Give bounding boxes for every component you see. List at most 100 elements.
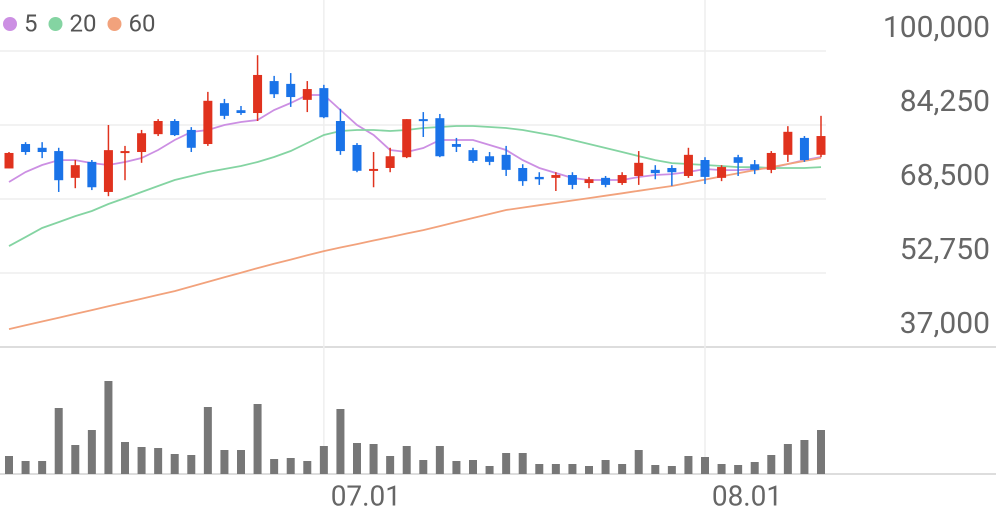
candle-body [418, 119, 428, 122]
candle-body [269, 81, 279, 95]
legend-label: 20 [70, 9, 97, 37]
volume-bar [452, 461, 461, 474]
candle-body [534, 176, 544, 180]
candle-body [717, 167, 727, 178]
volume-bar [535, 464, 544, 474]
volume-bar [203, 407, 212, 474]
candle-body [369, 168, 379, 171]
candle-body [766, 152, 776, 170]
volume-bar [435, 446, 444, 474]
volume-bar [154, 448, 163, 474]
y-tick-label: 37,000 [900, 306, 990, 341]
volume-bar [187, 455, 196, 474]
volume-bar [701, 457, 709, 474]
candle-body [799, 137, 809, 161]
candle-body [21, 144, 31, 153]
candle-body [733, 157, 743, 163]
candle-body [219, 103, 229, 116]
candle-body [120, 151, 130, 154]
candle-body [286, 83, 296, 98]
volume-bar [87, 430, 96, 474]
x-tick-label: 07.01 [331, 479, 401, 512]
candle-body [567, 175, 577, 185]
candle-body [468, 150, 478, 161]
volume-bar [551, 464, 560, 474]
volume-bar [585, 466, 593, 474]
volume-bar [319, 446, 328, 474]
candle-body [634, 162, 644, 176]
volume-bar [121, 442, 129, 474]
candle-body [253, 74, 263, 114]
volume-bar [502, 453, 511, 474]
candle-body [87, 161, 97, 188]
candle-body [402, 119, 412, 158]
volume-bar [402, 446, 411, 474]
volume-bar [286, 458, 295, 474]
volume-bar [353, 443, 361, 474]
volume-bar [817, 430, 825, 474]
candle-body [203, 100, 213, 145]
volume-bar [386, 456, 395, 474]
volume-bar [38, 461, 47, 474]
y-tick-label: 52,750 [900, 232, 990, 267]
volume-bar [21, 461, 30, 474]
volume-bar [137, 447, 146, 474]
volume-bar [336, 409, 345, 474]
candle-body [335, 121, 345, 152]
candle-body [137, 133, 147, 153]
volume-bar [800, 440, 809, 474]
candle-body [352, 144, 362, 171]
candle-body [37, 147, 47, 153]
volume-bar [485, 466, 494, 474]
y-tick-label: 68,500 [900, 158, 990, 193]
moving-average-line [8, 157, 822, 330]
candle-body [601, 177, 611, 185]
volume-bar [750, 462, 759, 474]
moving-average-line [8, 94, 822, 183]
candle-body [783, 131, 793, 155]
candle-body [667, 167, 677, 173]
candle-body [385, 156, 395, 168]
y-tick-label: 100,000 [883, 10, 990, 45]
y-tick-label: 84,250 [900, 84, 990, 119]
candle-body [435, 118, 445, 157]
candle-body [683, 154, 693, 176]
candle-body [551, 175, 561, 178]
volume-bar [568, 464, 577, 474]
candle-body [236, 110, 246, 114]
candle-body [54, 151, 64, 181]
legend-marker [107, 17, 122, 31]
x-tick-label: 08.01 [712, 479, 782, 512]
volume-bar [667, 466, 676, 474]
volume-bar [651, 465, 660, 474]
volume-bar [303, 461, 312, 474]
legend-label: 5 [24, 9, 38, 37]
candle-body [70, 165, 80, 178]
moving-average-line [8, 125, 822, 247]
volume-bar [170, 454, 179, 474]
candle-body [816, 136, 826, 155]
volume-bar [419, 460, 428, 474]
volume-bar [469, 460, 477, 474]
candle-body [650, 169, 660, 174]
legend-marker [3, 17, 17, 31]
candle-body [501, 154, 511, 170]
volume-bar [767, 455, 776, 474]
volume-bar [5, 456, 13, 474]
volume-bar [369, 444, 378, 474]
candle-body [302, 89, 312, 100]
candle-body [485, 156, 495, 162]
legend-label: 60 [128, 9, 155, 37]
volume-bar [518, 453, 527, 474]
legend-marker [48, 17, 63, 31]
candle-body [170, 121, 180, 136]
volume-bar [237, 450, 245, 474]
volume-bar [717, 464, 726, 474]
candle-body [584, 179, 594, 184]
candle-body [451, 144, 461, 147]
volume-bar [220, 450, 229, 474]
candle-body [103, 150, 113, 192]
candle-body [750, 164, 760, 170]
candle-body [617, 175, 627, 184]
